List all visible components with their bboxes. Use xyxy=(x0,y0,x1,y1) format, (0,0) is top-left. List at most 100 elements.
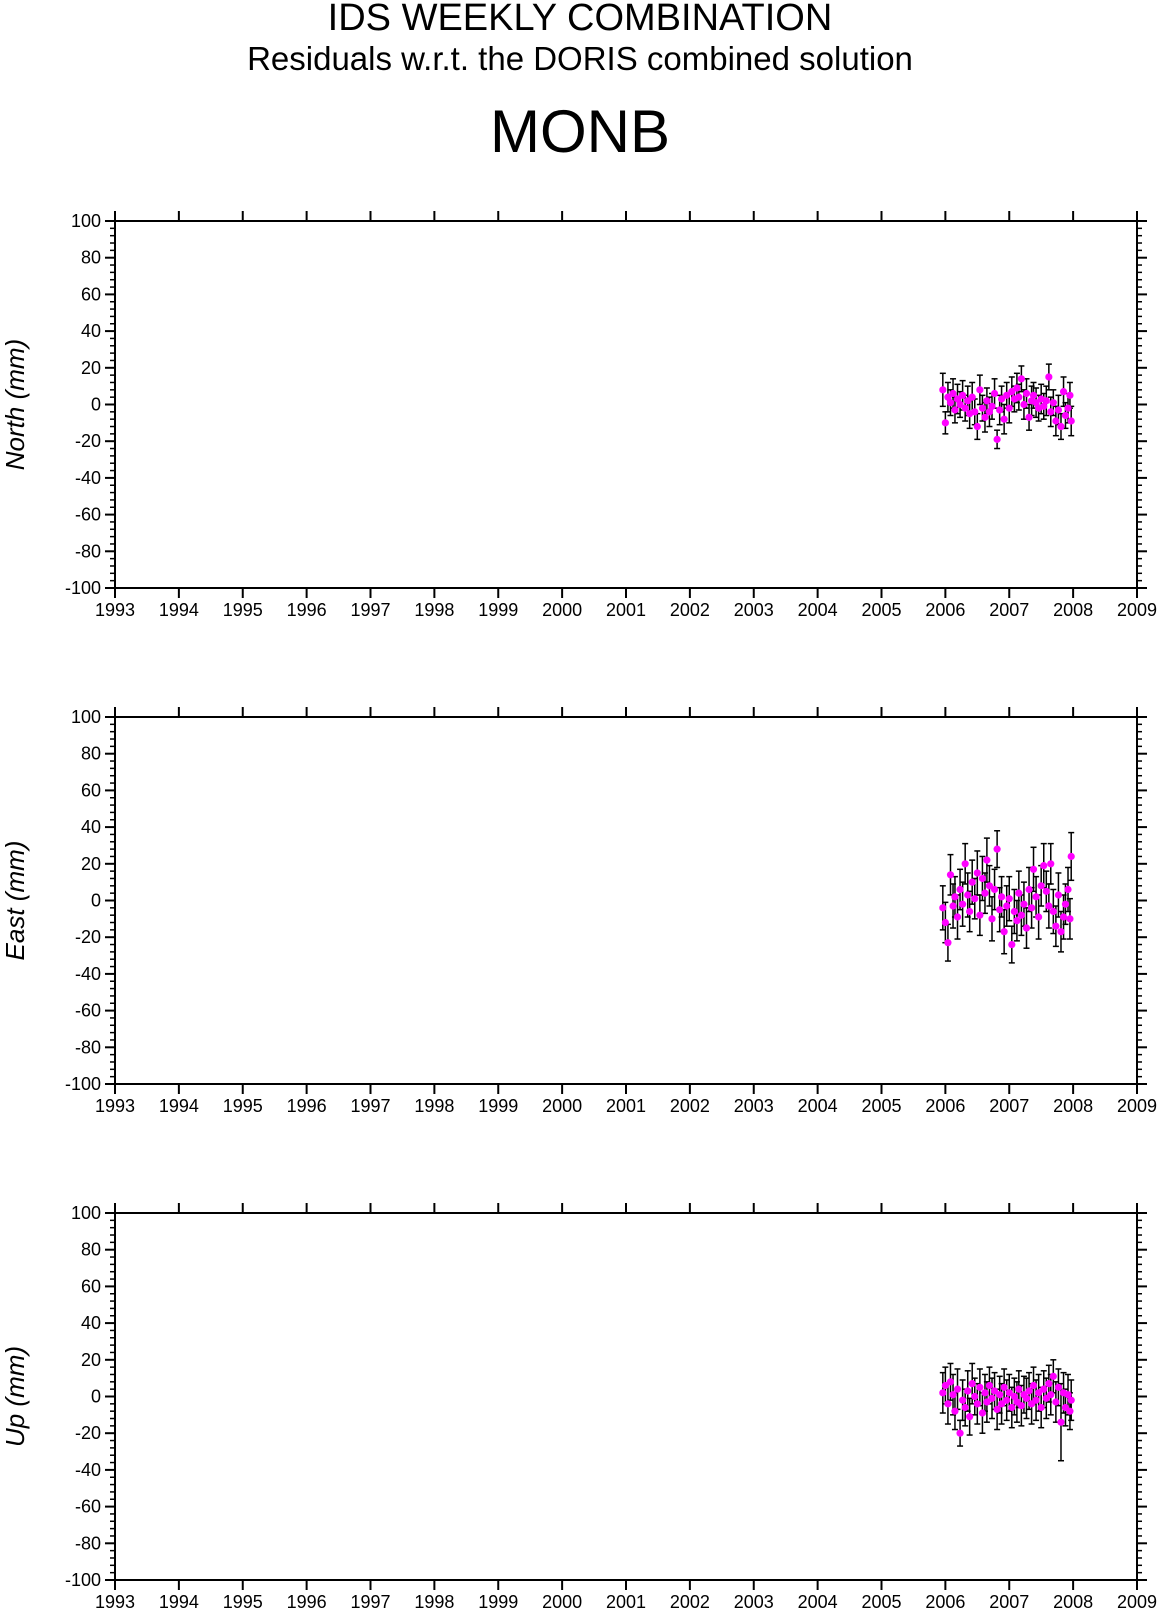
data-point xyxy=(956,400,964,409)
x-tick-label: 2007 xyxy=(989,1592,1029,1612)
data-point xyxy=(990,885,999,894)
data-point xyxy=(961,1403,969,1412)
data-point xyxy=(993,845,1001,853)
data-point xyxy=(1052,1398,1060,1406)
x-tick-label: 1996 xyxy=(287,1096,327,1116)
data-point xyxy=(983,397,991,405)
data-point xyxy=(968,393,976,401)
data-point xyxy=(981,1389,989,1397)
data-point xyxy=(1067,417,1075,425)
data-point xyxy=(976,1383,984,1391)
data-point xyxy=(996,406,1004,414)
x-tick-label: 2002 xyxy=(670,600,710,620)
data-point xyxy=(1067,1396,1075,1404)
y-tick-label: 80 xyxy=(81,248,101,268)
y-tick-label: 20 xyxy=(81,358,101,378)
station-name: MONB xyxy=(490,98,670,165)
data-point xyxy=(978,1409,987,1417)
x-tick-label: 2000 xyxy=(542,1592,582,1612)
x-tick-label: 2001 xyxy=(606,600,646,620)
data-point xyxy=(1017,375,1025,383)
x-tick-label: 1995 xyxy=(223,1096,263,1116)
panel-east: 1993 1994 1995 1996 1997 1998 1999 2000 2001 2002… xyxy=(0,707,1157,1116)
data-point xyxy=(944,939,952,947)
data-point xyxy=(1040,402,1048,410)
data-point xyxy=(985,882,994,890)
x-tick-label: 1993 xyxy=(95,1096,135,1116)
data-point xyxy=(951,893,959,901)
x-tick-label: 1997 xyxy=(350,1096,390,1116)
x-tick-label: 1998 xyxy=(414,600,454,620)
data-point xyxy=(973,422,981,431)
data-point xyxy=(1066,1407,1074,1415)
data-point xyxy=(1049,1372,1057,1380)
data-point xyxy=(1010,1392,1018,1401)
x-tick-label: 1994 xyxy=(159,1592,199,1612)
data-point xyxy=(985,1381,994,1390)
x-tick-label: 2008 xyxy=(1053,600,1093,620)
x-tick-label: 1996 xyxy=(287,600,327,620)
x-tick-label: 2005 xyxy=(861,1592,901,1612)
data-point xyxy=(953,395,962,403)
x-tick-label: 2007 xyxy=(989,600,1029,620)
data-point xyxy=(990,1387,999,1395)
data-point xyxy=(1005,1389,1013,1397)
y-tick-label: 60 xyxy=(81,284,101,304)
data-point xyxy=(961,860,969,868)
x-tick-label: 1999 xyxy=(478,1096,518,1116)
data-point xyxy=(946,1378,955,1386)
data-point xyxy=(1045,373,1053,381)
data-point xyxy=(1047,860,1055,868)
y-tick-label: -80 xyxy=(75,541,101,561)
data-point xyxy=(1064,1391,1072,1399)
data-point xyxy=(961,404,969,412)
data-point xyxy=(946,871,955,879)
data-point xyxy=(1049,399,1057,407)
data-point xyxy=(949,902,957,910)
data-point xyxy=(959,900,967,908)
data-point xyxy=(964,1387,972,1395)
data-point xyxy=(968,878,976,886)
data-point xyxy=(1025,885,1033,894)
y-tick-label: -100 xyxy=(65,1570,101,1590)
y-axis-title: East (mm) xyxy=(0,841,30,961)
panel-north: 1993 1994 1995 1996 1997 1998 1999 2000 2001 2002… xyxy=(0,211,1157,620)
data-point xyxy=(1040,1385,1048,1393)
y-tick-label: -60 xyxy=(75,1497,101,1517)
data-point xyxy=(964,891,972,899)
data-point xyxy=(968,1380,976,1388)
data-point xyxy=(949,1391,957,1399)
data-point xyxy=(1022,1394,1031,1402)
data-point xyxy=(941,419,949,427)
y-tick-label: 60 xyxy=(81,1276,101,1296)
y-tick-label: -20 xyxy=(75,1423,101,1443)
y-tick-label: -20 xyxy=(75,431,101,451)
data-point xyxy=(946,399,955,407)
data-point xyxy=(1013,917,1021,925)
data-point xyxy=(988,402,996,410)
y-tick-label: 40 xyxy=(81,817,101,837)
data-point xyxy=(1049,907,1057,916)
plot-frame xyxy=(114,1212,1138,1581)
y-tick-label: 40 xyxy=(81,1313,101,1333)
data-point xyxy=(1061,411,1070,420)
data-point xyxy=(1005,404,1013,412)
y-tick-label: 80 xyxy=(81,1240,101,1260)
data-point xyxy=(1008,940,1016,949)
data-point xyxy=(971,408,979,416)
data-point xyxy=(1020,400,1028,409)
data-point xyxy=(1003,902,1011,910)
data-point xyxy=(997,1400,1006,1408)
x-tick-label: 2004 xyxy=(798,1592,838,1612)
data-point xyxy=(1054,406,1063,414)
data-point xyxy=(939,904,947,912)
x-tick-label: 2006 xyxy=(925,1592,965,1612)
data-point xyxy=(1032,399,1040,407)
data-point xyxy=(1064,885,1072,894)
data-point xyxy=(1025,413,1033,421)
data-point xyxy=(1029,391,1038,399)
data-point xyxy=(951,1407,959,1415)
y-tick-label: 20 xyxy=(81,854,101,874)
data-point xyxy=(1000,1383,1008,1391)
